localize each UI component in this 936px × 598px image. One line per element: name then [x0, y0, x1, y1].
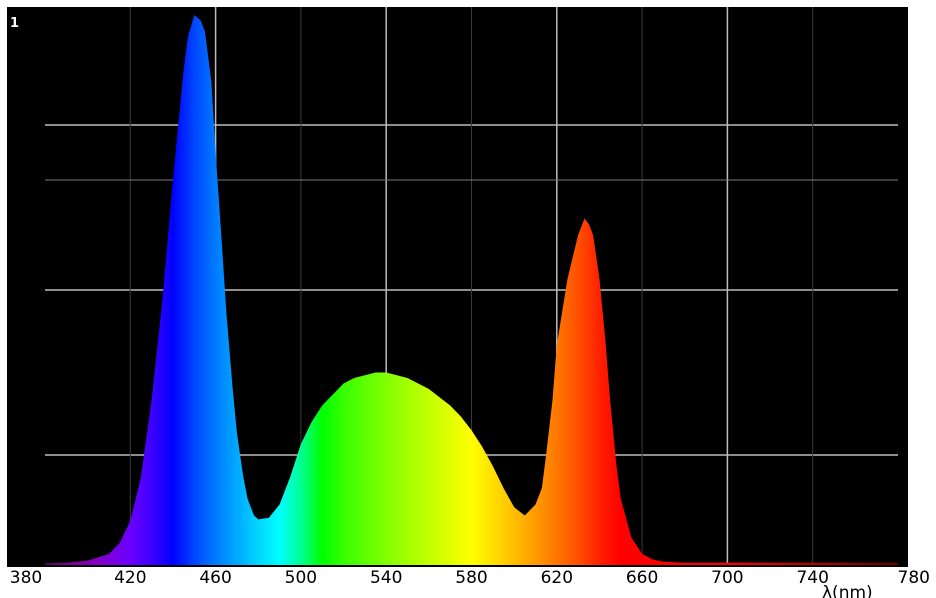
x-tick-label: 740 [796, 568, 828, 588]
x-axis-title: λ(nm) [822, 583, 873, 598]
grid-lines [45, 7, 898, 565]
y-max-label: 1 [10, 16, 19, 31]
x-tick-label: 380 [10, 568, 42, 588]
x-tick-label: 460 [199, 568, 231, 588]
x-tick-label: 700 [711, 568, 743, 588]
x-tick-label: 620 [541, 568, 573, 588]
x-tick-label: 540 [370, 568, 402, 588]
x-tick-labels: 380 420 460 500 540 580 620 660 700 740 780 [10, 568, 930, 588]
x-tick-label: 420 [114, 568, 146, 588]
x-tick-label: 660 [626, 568, 658, 588]
x-tick-label: 580 [455, 568, 487, 588]
x-tick-label: 780 [898, 568, 930, 588]
spectrum-area [45, 15, 898, 565]
x-tick-label: 500 [285, 568, 317, 588]
